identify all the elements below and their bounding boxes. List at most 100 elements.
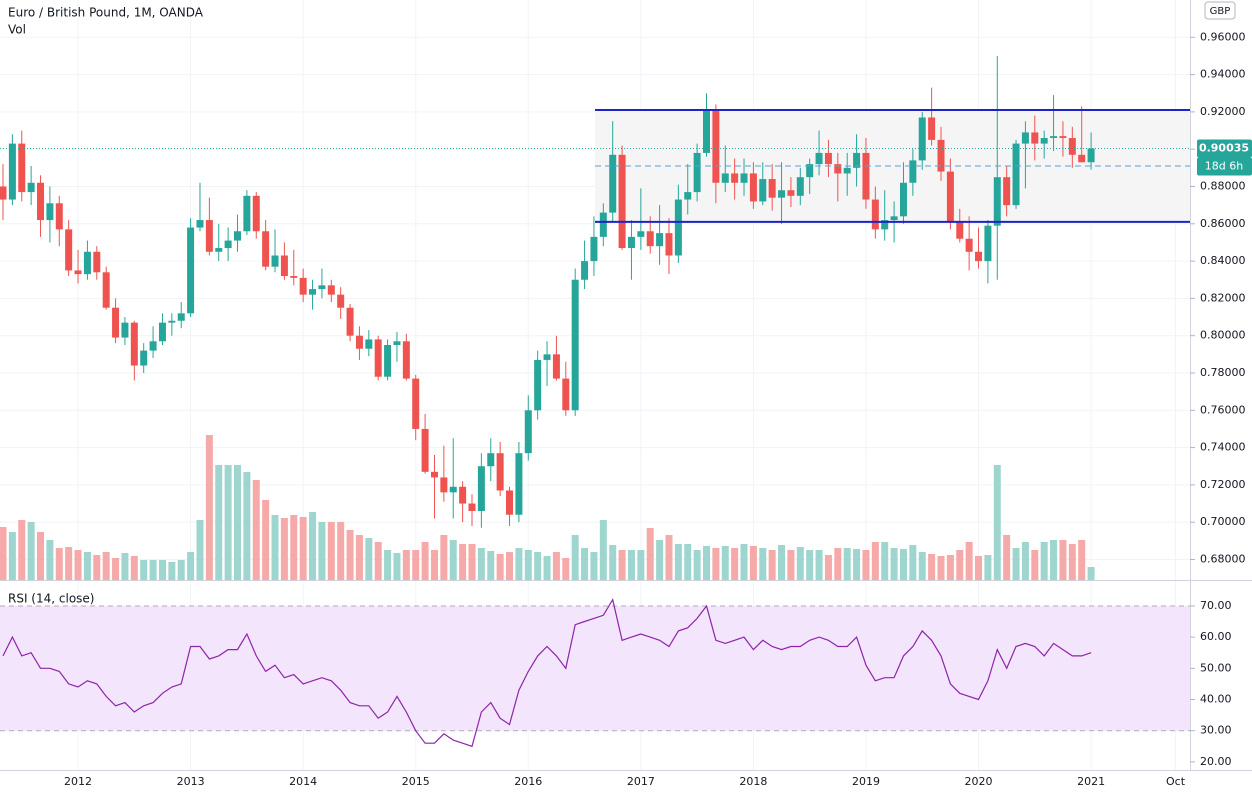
candle-body [543, 354, 551, 360]
candle-body [430, 471, 438, 478]
volume-bar [674, 544, 682, 580]
volume-bar [168, 562, 176, 580]
candle-body [487, 453, 495, 467]
candle-body [1031, 132, 1039, 144]
candle-body [740, 173, 748, 183]
chart-title: Euro / British Pound, 1M, OANDA [8, 6, 204, 20]
volume-bar [890, 548, 898, 580]
candle-body [693, 152, 701, 193]
volume-bar [487, 551, 495, 580]
candle-body [271, 255, 279, 267]
volume-bar [909, 545, 917, 580]
volume-bar [956, 550, 964, 580]
volume-bar [355, 535, 363, 580]
volume-bar [140, 560, 148, 580]
x-tick-label: 2015 [402, 775, 430, 788]
candle-body [909, 160, 917, 183]
rsi-line [2, 598, 1092, 748]
candle-body [665, 233, 673, 256]
volume-bar [881, 542, 889, 580]
candle-body [384, 345, 392, 377]
candle-body [93, 251, 101, 273]
candle-body [1068, 138, 1076, 155]
candle-body [796, 177, 804, 196]
rsi-tick-label: 40.00 [1200, 693, 1232, 706]
y-tick-label: 0.74000 [1200, 441, 1246, 454]
volume-bar [1078, 540, 1086, 580]
volume-bar [243, 472, 251, 580]
candle-body [149, 341, 157, 351]
volume-bar [918, 552, 926, 580]
volume-bar [252, 480, 260, 580]
candle-body [1021, 132, 1029, 144]
volume-bar [196, 520, 204, 580]
candle-body [37, 182, 45, 221]
volume-bar [862, 550, 870, 580]
candle-body [506, 490, 514, 515]
volume-bar [965, 542, 973, 580]
candle-body [496, 453, 504, 491]
candle-body [534, 359, 542, 411]
candle-body [402, 341, 410, 379]
candle-body [956, 221, 964, 239]
countdown-label: 18d 6h [1205, 160, 1243, 173]
volume-bar [552, 552, 560, 580]
volume-bar [684, 544, 692, 580]
volume-bar [721, 546, 729, 580]
candle-body [196, 220, 204, 228]
x-tick-label: 2012 [64, 775, 92, 788]
candle-body [815, 152, 823, 165]
candle-body [759, 179, 767, 202]
candle-body [552, 354, 560, 379]
volume-bar [402, 550, 410, 580]
candle-body [656, 233, 664, 247]
x-tick-label: 2016 [514, 775, 542, 788]
y-tick-label: 0.68000 [1200, 552, 1246, 565]
candle-body [243, 195, 251, 232]
candle-body [627, 236, 635, 249]
candle-body [975, 251, 983, 262]
volume-bar [543, 556, 551, 580]
volume-bar [1087, 567, 1095, 580]
volume-bar [412, 550, 420, 580]
rsi-label: RSI (14, close) [8, 592, 94, 606]
volume-bar [37, 532, 45, 580]
candle-body [946, 171, 954, 222]
candle-body [27, 182, 35, 193]
volume-bar [280, 518, 288, 580]
candle-body [806, 164, 814, 178]
volume-bar [656, 540, 664, 580]
volume-bar [534, 552, 542, 580]
candle-body [252, 195, 260, 232]
volume-bar [618, 550, 626, 580]
volume-bar [365, 538, 373, 580]
candle-body [590, 236, 598, 262]
candle-body [168, 320, 176, 323]
candle-body [130, 322, 138, 366]
candle-body [262, 231, 270, 267]
candle-body [778, 190, 786, 198]
volume-bar [318, 522, 326, 580]
candle-body [309, 289, 317, 295]
candle-body [346, 307, 354, 336]
volume-bar [993, 465, 1001, 580]
candle-body [290, 276, 298, 278]
volume-bar [834, 548, 842, 580]
candle-body [993, 177, 1001, 226]
candle-body [843, 167, 851, 174]
candle-body [824, 152, 832, 165]
candle-body [768, 179, 776, 198]
volume-bar [609, 545, 617, 580]
volume-bar [1031, 550, 1039, 580]
volume-bar [8, 532, 16, 580]
volume-bar [440, 535, 448, 580]
volume-bar [346, 530, 354, 580]
volume-bar [477, 548, 485, 580]
volume-bar [524, 550, 532, 580]
volume-bar [83, 552, 91, 580]
volume-bar [262, 500, 270, 580]
candle-body [749, 173, 757, 202]
volume-bar [327, 522, 335, 580]
candle-body [215, 248, 223, 252]
